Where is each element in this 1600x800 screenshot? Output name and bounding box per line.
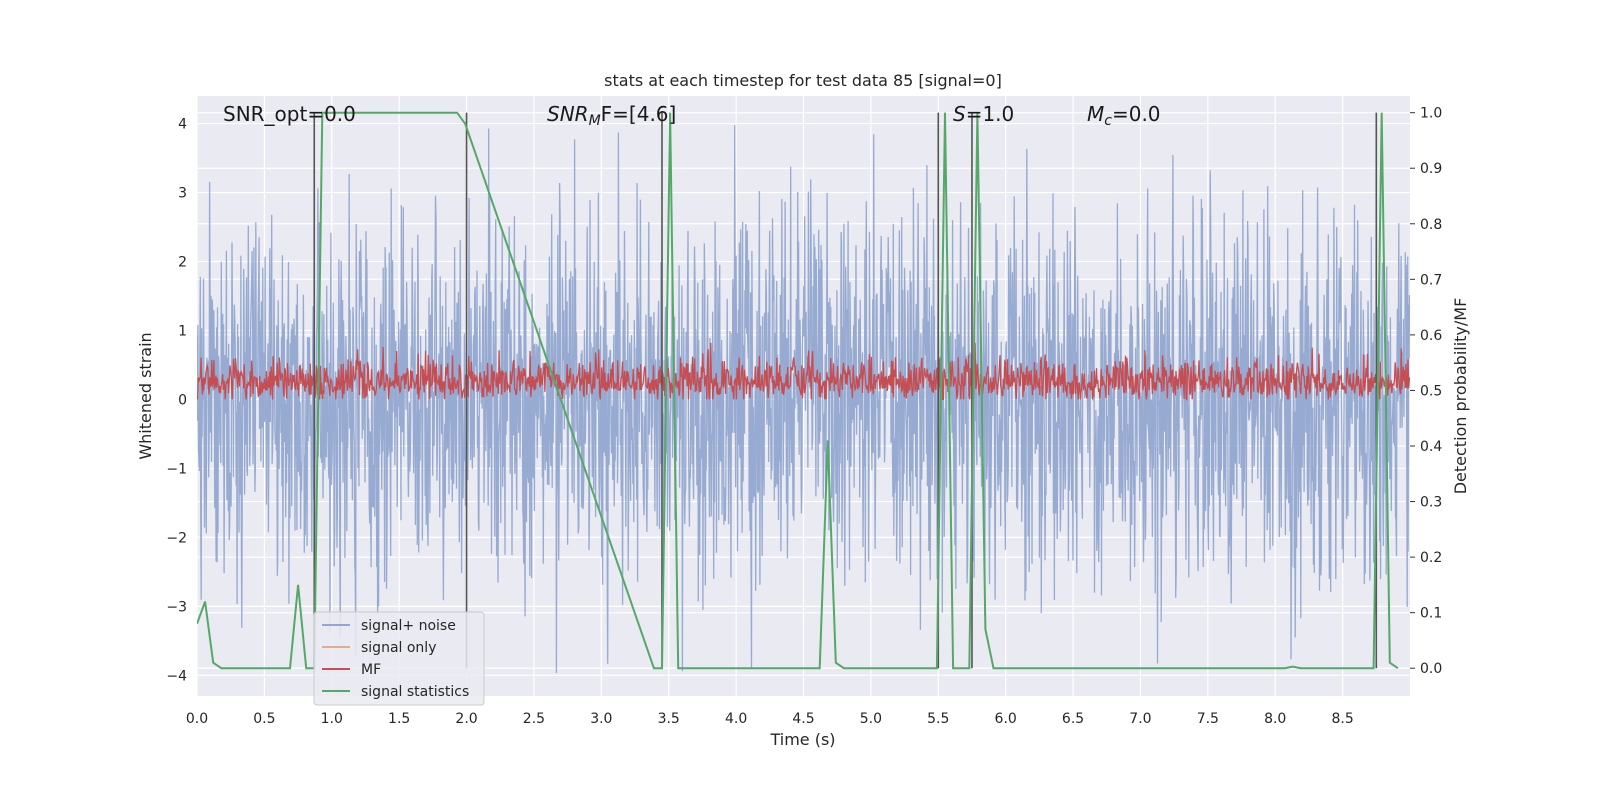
x-tick-label: 7.5 — [1197, 711, 1219, 727]
y-right-tick-label: 0.9 — [1420, 161, 1442, 177]
x-tick-label: 4.0 — [725, 711, 747, 727]
y-right-tick-label: 0.2 — [1420, 550, 1442, 566]
y-right-tick-label: 0.4 — [1420, 439, 1442, 455]
x-tick-label: 8.5 — [1331, 711, 1353, 727]
series-mf — [197, 342, 1410, 402]
annotation-mc-base: M — [1087, 102, 1104, 126]
y-tick-label: 4 — [178, 117, 187, 133]
x-tick-label: 1.0 — [321, 711, 343, 727]
annotation-snr-mf-base: SNR — [547, 102, 589, 126]
y-tick-label: 0 — [178, 392, 187, 408]
annotation-snr-mf-sub: M — [589, 113, 601, 129]
signal-statistics-line — [197, 111, 1399, 670]
grid — [196, 96, 1410, 696]
y-axis-ticks: −4 −3 −2 −1 0 1 2 3 4 — [166, 117, 187, 685]
y-tick-label: 3 — [178, 186, 187, 202]
annotation-s: S=1.0 — [953, 102, 1014, 126]
y-tick-label: 2 — [178, 255, 187, 271]
x-tick-label: 2.5 — [523, 711, 545, 727]
x-tick-label: 5.5 — [927, 711, 949, 727]
legend: signal+ noise signal only MF signal stat… — [313, 611, 485, 706]
annotation-s-rest: =1.0 — [966, 102, 1015, 126]
y-right-tick-label: 0.1 — [1420, 606, 1442, 622]
y-right-tick-label: 0.6 — [1420, 328, 1442, 344]
chart-title: stats at each timestep for test data 85 … — [604, 71, 1002, 90]
x-tick-label: 0.5 — [253, 711, 275, 727]
x-tick-label: 6.5 — [1062, 711, 1084, 727]
x-tick-label: 1.5 — [388, 711, 410, 727]
x-tick-label: 4.5 — [792, 711, 814, 727]
y-right-tick-label: 0.3 — [1420, 495, 1442, 511]
x-axis-ticks: 0.0 0.5 1.0 1.5 2.0 2.5 3.0 3.5 4.0 4.5 5.0 5.5 6.0 6… — [186, 711, 1354, 727]
y-right-tick-label: 0.0 — [1420, 661, 1442, 677]
legend-entry-signal-statistics: signal statistics — [361, 684, 469, 700]
annotation-mc-rest: =0.0 — [1112, 102, 1161, 126]
x-tick-label: 0.0 — [186, 711, 208, 727]
y-right-tick-label: 0.5 — [1420, 383, 1442, 399]
x-axis-label: Time (s) — [769, 730, 835, 749]
x-tick-label: 6.0 — [995, 711, 1017, 727]
annotation-mc-sub: c — [1104, 113, 1112, 129]
legend-box — [313, 611, 485, 706]
y-tick-label: 1 — [178, 323, 187, 339]
y-right-tick-label: 1.0 — [1420, 106, 1442, 122]
annotation-snr-mf: SNRMF=[4.6] — [547, 102, 676, 129]
annotation-snr-mf-rest: F=[4.6] — [601, 102, 677, 126]
annotation-s-base: S — [953, 102, 966, 126]
y-right-axis-ticks: 0.0 0.1 0.2 0.3 0.4 0.5 0.6 0.7 0.8 0.9 1.0 — [1410, 106, 1442, 677]
x-tick-label: 7.0 — [1129, 711, 1151, 727]
annotation-snr-opt: SNR_opt=0.0 — [223, 102, 356, 126]
y-tick-label: −4 — [166, 668, 187, 684]
y-tick-label: −1 — [166, 461, 187, 477]
x-tick-label: 2.0 — [455, 711, 477, 727]
series-signal-statistics — [197, 111, 1399, 670]
y-tick-label: −3 — [166, 599, 187, 615]
y-right-axis-label: Detection probability/MF — [1451, 298, 1470, 495]
annotation-mc: Mc=0.0 — [1087, 102, 1161, 129]
x-tick-label: 8.0 — [1264, 711, 1286, 727]
y-tick-label: −2 — [166, 530, 187, 546]
x-tick-label: 5.0 — [860, 711, 882, 727]
legend-entry-mf: MF — [361, 662, 381, 678]
y-axis-label: Whitened strain — [136, 332, 155, 459]
x-tick-label: 3.5 — [658, 711, 680, 727]
y-right-tick-label: 0.7 — [1420, 272, 1442, 288]
y-right-tick-label: 0.8 — [1420, 217, 1442, 233]
legend-entry-signal-only: signal only — [361, 640, 436, 656]
legend-entry-signal-noise: signal+ noise — [361, 618, 456, 634]
x-tick-label: 3.0 — [590, 711, 612, 727]
mf-line — [197, 342, 1410, 402]
